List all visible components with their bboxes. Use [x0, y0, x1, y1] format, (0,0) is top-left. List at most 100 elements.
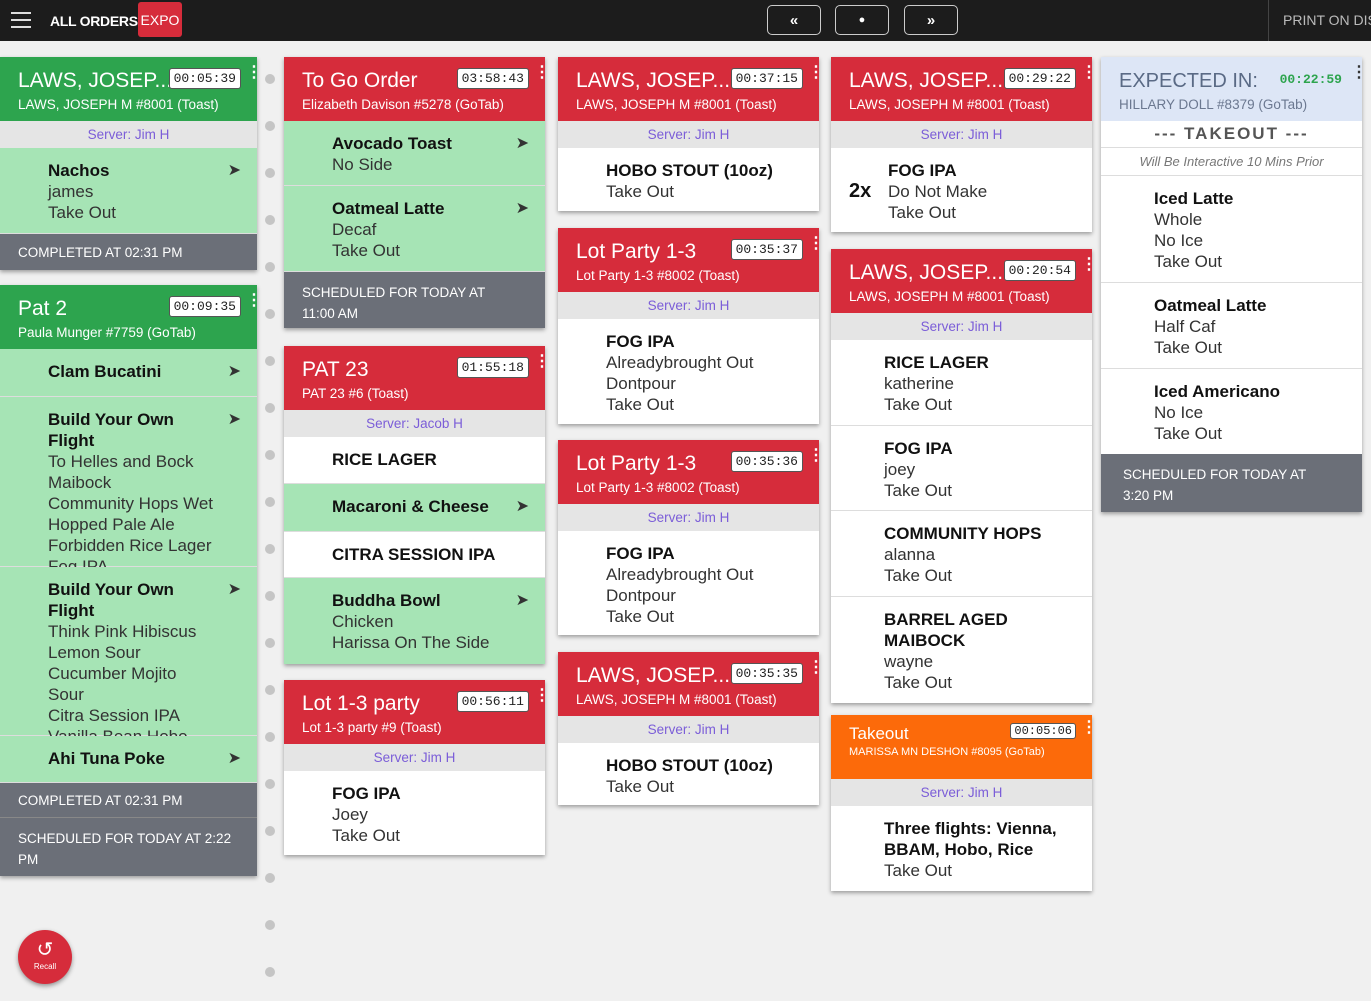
order-item[interactable]: CITRA SESSION IPA — [284, 532, 545, 578]
order-item[interactable]: FOG IPA Joey Take Out — [284, 771, 545, 855]
order-item[interactable]: Build Your Own Flight Think Pink Hibiscu… — [0, 567, 257, 767]
more-icon[interactable]: ⋮ — [246, 64, 262, 81]
order-subtitle: LAWS, JOSEPH M #8001 (Toast) — [849, 97, 1050, 112]
order-card[interactable]: Pat 2 Paula Munger #7759 (GoTab) 00:09:3… — [0, 285, 262, 876]
order-timer: 00:05:39 — [168, 68, 241, 89]
item-mod: Take Out — [884, 395, 953, 414]
more-icon[interactable]: ⋮ — [808, 659, 824, 676]
order-header[interactable]: Takeout MARISSA MN DESHON #8095 (GoTab) … — [831, 715, 1097, 779]
order-item[interactable]: Macaroni & Cheese ➤ — [284, 484, 545, 532]
item-name: RICE LAGER — [332, 450, 437, 469]
view-title[interactable]: ALL ORDERS — [50, 13, 138, 29]
completed-footer: COMPLETED AT 02:31 PM — [0, 234, 257, 270]
order-item[interactable]: Buddha Bowl Chicken Harissa On The Side … — [284, 578, 545, 664]
order-item[interactable]: FOG IPA Alreadybrought Out Dontpour Take… — [558, 531, 819, 635]
order-header[interactable]: LAWS, JOSEP... LAWS, JOSEPH M #8001 (Toa… — [558, 652, 824, 716]
send-icon[interactable]: ➤ — [227, 162, 241, 179]
more-icon[interactable]: ⋮ — [534, 353, 550, 370]
send-icon[interactable]: ➤ — [227, 750, 241, 767]
center-button[interactable]: ● — [835, 5, 889, 35]
order-item[interactable]: RICE LAGER — [284, 437, 545, 484]
order-header[interactable]: To Go Order Elizabeth Davison #5278 (GoT… — [284, 57, 550, 121]
more-icon[interactable]: ⋮ — [534, 687, 550, 704]
order-card[interactable]: LAWS, JOSEP... LAWS, JOSEPH M #8001 (Toa… — [831, 249, 1097, 703]
order-item[interactable]: Clam Bucatini ➤ — [0, 349, 257, 397]
order-item[interactable]: Iced Latte Whole No Ice Take Out — [1101, 176, 1362, 283]
order-item[interactable]: Oatmeal Latte Half Caf Take Out — [1101, 283, 1362, 369]
order-header[interactable]: LAWS, JOSEP... LAWS, JOSEPH M #8001 (Toa… — [831, 57, 1097, 121]
more-icon[interactable]: ⋮ — [534, 64, 550, 81]
order-card[interactable]: Lot Party 1-3 Lot Party 1-3 #8002 (Toast… — [558, 228, 824, 424]
send-icon[interactable]: ➤ — [227, 411, 241, 428]
dot — [265, 121, 275, 131]
order-header[interactable]: Pat 2 Paula Munger #7759 (GoTab) 00:09:3… — [0, 285, 262, 349]
order-header[interactable]: LAWS, JOSEP... LAWS, JOSEPH M #8001 (Toa… — [558, 57, 824, 121]
order-card[interactable]: Takeout MARISSA MN DESHON #8095 (GoTab) … — [831, 715, 1097, 891]
item-mod: Half Caf — [1154, 317, 1216, 336]
item-mod: Take Out — [1154, 424, 1223, 443]
order-card[interactable]: LAWS, JOSEP... LAWS, JOSEPH M #8001 (Toa… — [558, 652, 824, 805]
send-icon[interactable]: ➤ — [515, 592, 529, 609]
more-icon[interactable]: ⋮ — [246, 292, 262, 309]
order-item[interactable]: Three flights: Vienna, BBAM, Hobo, Rice … — [831, 806, 1092, 891]
next-page-button[interactable]: » — [904, 5, 958, 35]
order-item[interactable]: Avocado Toast No Side ➤ — [284, 121, 545, 186]
order-item[interactable]: Build Your Own Flight To Helles and Bock… — [0, 397, 257, 576]
more-icon[interactable]: ⋮ — [1081, 719, 1097, 736]
order-item[interactable]: Iced Americano No Ice Take Out — [1101, 369, 1362, 454]
send-icon[interactable]: ➤ — [227, 581, 241, 598]
order-item[interactable]: BARREL AGED MAIBOCK wayne Take Out — [831, 597, 1092, 703]
item-mod: Take Out — [884, 861, 953, 880]
send-icon[interactable]: ➤ — [515, 135, 529, 152]
top-bar: ALL ORDERS EXPO « ● » PRINT ON DISP — [0, 0, 1371, 41]
more-icon[interactable]: ⋮ — [808, 447, 824, 464]
order-item[interactable]: Ahi Tuna Poke ➤ — [0, 736, 257, 783]
more-icon[interactable]: ⋮ — [808, 235, 824, 252]
order-card[interactable]: Lot Party 1-3 Lot Party 1-3 #8002 (Toast… — [558, 440, 824, 635]
order-card[interactable]: EXPECTED IN: HILLARY DOLL #8379 (GoTab) … — [1101, 57, 1367, 512]
order-card[interactable]: LAWS, JOSEP... LAWS, JOSEPH M #8001 (Toa… — [0, 57, 262, 270]
order-item[interactable]: COMMUNITY HOPS alanna Take Out — [831, 511, 1092, 597]
order-card[interactable]: LAWS, JOSEP... LAWS, JOSEPH M #8001 (Toa… — [558, 57, 824, 211]
order-item[interactable]: FOG IPA Alreadybrought Out Dontpour Take… — [558, 319, 819, 424]
order-card[interactable]: LAWS, JOSEP... LAWS, JOSEPH M #8001 (Toa… — [831, 57, 1097, 232]
server-label: Server: Jim H — [831, 313, 1092, 340]
order-item[interactable]: HOBO STOUT (10oz) Take Out — [558, 743, 819, 805]
item-mod: Cucumber Mojito Sour — [48, 664, 177, 704]
order-header[interactable]: LAWS, JOSEP... LAWS, JOSEPH M #8001 (Toa… — [0, 57, 262, 121]
item-name: Build Your Own Flight — [48, 410, 174, 450]
order-item[interactable]: HOBO STOUT (10oz) Take Out — [558, 148, 819, 211]
order-item[interactable]: Nachos james Take Out ➤ — [0, 148, 257, 234]
more-icon[interactable]: ⋮ — [1351, 64, 1367, 81]
order-header[interactable]: LAWS, JOSEP... LAWS, JOSEPH M #8001 (Toa… — [831, 249, 1097, 313]
order-item[interactable]: FOG IPA joey Take Out — [831, 426, 1092, 511]
item-mod: Chicken — [332, 612, 394, 631]
more-icon[interactable]: ⋮ — [1081, 256, 1097, 273]
menu-icon[interactable] — [11, 12, 31, 28]
item-name: COMMUNITY HOPS — [884, 524, 1042, 543]
order-item[interactable]: RICE LAGER katherine Take Out — [831, 340, 1092, 426]
order-card[interactable]: To Go Order Elizabeth Davison #5278 (GoT… — [284, 57, 550, 328]
recall-button[interactable]: ↺ Recall — [18, 930, 72, 984]
item-mod: Whole — [1154, 210, 1203, 229]
order-header[interactable]: EXPECTED IN: HILLARY DOLL #8379 (GoTab) … — [1101, 57, 1367, 121]
order-header[interactable]: Lot 1-3 party Lot 1-3 party #9 (Toast) 0… — [284, 680, 550, 744]
order-header[interactable]: Lot Party 1-3 Lot Party 1-3 #8002 (Toast… — [558, 440, 824, 504]
order-item[interactable]: 2x FOG IPA Do Not Make Take Out — [831, 148, 1092, 232]
send-icon[interactable]: ➤ — [515, 498, 529, 515]
order-header[interactable]: PAT 23 PAT 23 #6 (Toast) 01:55:18 ⋮ — [284, 346, 550, 410]
order-header[interactable]: Lot Party 1-3 Lot Party 1-3 #8002 (Toast… — [558, 228, 824, 292]
more-icon[interactable]: ⋮ — [808, 64, 824, 81]
order-name: LAWS, JOSEP... — [576, 664, 731, 687]
dot — [265, 544, 275, 554]
order-card[interactable]: Lot 1-3 party Lot 1-3 party #9 (Toast) 0… — [284, 680, 550, 855]
order-item[interactable]: Oatmeal Latte Decaf Take Out ➤ — [284, 186, 545, 272]
print-on-display-button[interactable]: PRINT ON DISP — [1268, 0, 1371, 41]
more-icon[interactable]: ⋮ — [1081, 64, 1097, 81]
send-icon[interactable]: ➤ — [515, 200, 529, 217]
expo-badge[interactable]: EXPO — [138, 2, 182, 37]
send-icon[interactable]: ➤ — [227, 363, 241, 380]
item-name: CITRA SESSION IPA — [332, 545, 496, 564]
order-card[interactable]: PAT 23 PAT 23 #6 (Toast) 01:55:18 ⋮ Serv… — [284, 346, 550, 664]
prev-page-button[interactable]: « — [767, 5, 821, 35]
